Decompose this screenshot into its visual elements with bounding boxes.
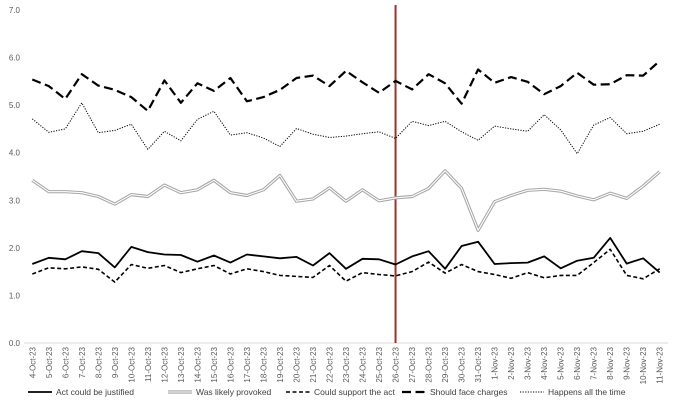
legend-label: Should face charges [430,387,508,397]
legend-item-happens-all-the-time: Happens all the time [520,387,626,397]
x-tick-label: 13-Oct-23 [177,346,186,382]
legend-item-was-likely-provoked: Was likely provoked [168,387,272,397]
y-tick-label: 0.0 [9,339,21,348]
y-tick-label: 7.0 [9,6,21,15]
x-tick-label: 2-Nov-23 [507,346,516,379]
x-tick-label: 20-Oct-23 [292,346,301,382]
x-tick-label: 23-Oct-23 [342,346,351,382]
x-tick-label: 9-Oct-23 [111,346,120,378]
x-tick-label: 5-Oct-23 [45,346,54,378]
series-should-face-charges [31,60,661,112]
x-tick-label: 17-Oct-23 [243,346,252,382]
y-tick-label: 4.0 [9,149,21,158]
legend-label: Act could be justified [56,387,134,397]
x-tick-label: 10-Oct-23 [127,346,136,382]
x-tick-label: 8-Nov-23 [606,346,615,379]
x-tick-label: 30-Oct-23 [458,346,467,382]
x-tick-label: 11-Oct-23 [144,346,153,382]
x-axis: 4-Oct-23 5-Oct-23 6-Oct-23 7-Oct-23 8-Oct-23… [24,342,668,384]
x-tick-label: 5-Nov-23 [557,346,566,379]
x-tick-label: 25-Oct-23 [375,346,384,382]
x-tick-label: 3-Nov-23 [524,346,533,379]
series-could-support-the-act [32,248,661,283]
x-tick-label: 14-Oct-23 [193,346,202,382]
legend-label: Was likely provoked [196,387,272,397]
x-tick-label: 24-Oct-23 [359,346,368,382]
x-tick-label: 22-Oct-23 [325,346,334,382]
legend-label: Happens all the time [548,387,626,397]
series-line-could-support-the-act [32,248,661,283]
x-tick-label: 16-Oct-23 [226,346,235,382]
x-tick-label: 9-Nov-23 [623,346,632,379]
x-tick-label: 7-Oct-23 [78,346,87,378]
series-act-could-be-justified [31,237,661,274]
series-line-was-likely-provoked-inner [31,170,661,231]
x-tick-label: 19-Oct-23 [276,346,285,382]
x-tick-label: 18-Oct-23 [259,346,268,382]
x-tick-label: 15-Oct-23 [210,346,219,382]
legend: Act could be justified Was likely provoke… [28,387,626,397]
x-tick-label: 1-Nov-23 [491,346,500,379]
series-group [31,60,661,283]
x-tick-label: 31-Oct-23 [474,346,483,382]
series-was-likely-provoked [31,169,661,232]
x-tick-label: 21-Oct-23 [309,346,318,382]
x-tick-label: 10-Nov-23 [639,346,648,384]
y-tick-label: 2.0 [9,244,21,253]
legend-item-should-face-charges: Should face charges [402,387,508,397]
series-line-act-could-be-justified [31,237,661,274]
x-tick-label: 27-Oct-23 [408,346,417,382]
legend-label: Could support the act [314,387,395,397]
series-line-should-face-charges [31,60,661,112]
x-tick-label: 6-Oct-23 [61,346,70,378]
x-tick-label: 11-Nov-23 [656,346,665,383]
x-tick-label: 12-Oct-23 [160,346,169,382]
legend-item-act-could-be-justified: Act could be justified [28,387,134,397]
x-tick-label: 6-Nov-23 [573,346,582,379]
x-tick-label: 4-Oct-23 [28,346,37,378]
y-tick-label: 6.0 [9,54,21,63]
x-tick-label: 28-Oct-23 [425,346,434,382]
legend-item-could-support-the-act: Could support the act [286,387,395,397]
series-line-happens-all-the-time [31,102,660,155]
y-axis: 0.0 1.0 2.0 3.0 4.0 5.0 6.0 7.0 [9,6,21,348]
x-tick-label: 26-Oct-23 [392,346,401,382]
series-happens-all-the-time [31,102,660,155]
x-tick-label: 4-Nov-23 [540,346,549,379]
x-tick-label: 8-Oct-23 [94,346,103,378]
y-tick-label: 3.0 [9,196,21,205]
y-tick-label: 1.0 [9,291,21,300]
x-tick-label: 7-Nov-23 [590,346,599,379]
y-tick-label: 5.0 [9,101,21,110]
x-tick-label: 29-Oct-23 [441,346,450,382]
